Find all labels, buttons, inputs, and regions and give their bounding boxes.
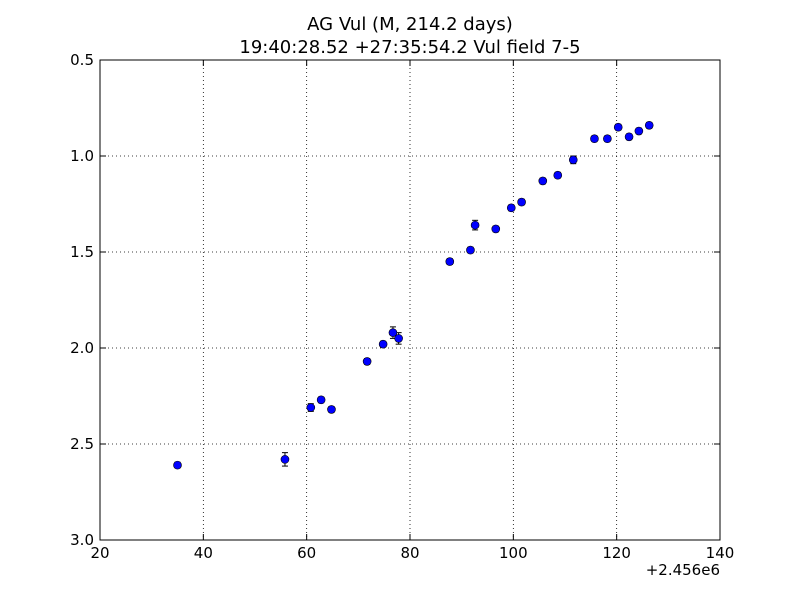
y-tick-label: 2.5 [70, 435, 94, 453]
data-point [280, 455, 290, 464]
x-tick-label: 40 [194, 544, 213, 562]
data-point [445, 257, 455, 266]
y-tick-labels: 0.5 1.0 1.5 2.0 2.5 3.0 [70, 51, 94, 549]
data-point [362, 357, 372, 366]
y-tick-label: 1.5 [70, 243, 94, 261]
data-point [316, 395, 326, 405]
data-point [590, 134, 599, 144]
data-point [394, 334, 403, 343]
chart-title: AG Vul (M, 214.2 days) [307, 14, 513, 35]
data-point [378, 339, 388, 349]
x-offset-label: +2.456e6 [646, 561, 720, 579]
y-tick-label: 0.5 [70, 51, 94, 69]
x-tick-label: 120 [602, 544, 631, 562]
data-point [613, 122, 623, 132]
data-point [470, 220, 480, 230]
data-point [553, 170, 563, 180]
data-point [327, 405, 336, 414]
y-tick-label: 3.0 [70, 531, 94, 549]
data-point [568, 155, 578, 165]
data-point [538, 176, 548, 186]
chart-subtitle: 19:40:28.52 +27:35:54.2 Vul field 7-5 [239, 37, 580, 58]
x-tick-label: 60 [297, 544, 316, 562]
axis-ticks [99, 59, 721, 541]
data-point [466, 245, 475, 255]
x-tick-label: 20 [90, 544, 109, 562]
x-tick-label: 100 [499, 544, 528, 562]
data-point [491, 224, 501, 234]
x-tick-labels: 20 40 60 80 100 120 140 [90, 544, 734, 562]
y-tick-label: 1.0 [70, 147, 94, 165]
data-point [624, 132, 634, 142]
data-point [388, 328, 398, 337]
x-tick-label: 80 [400, 544, 419, 562]
data-point [517, 197, 526, 207]
x-tick-label: 140 [706, 544, 735, 562]
data-point [634, 126, 644, 136]
data-points [173, 120, 654, 470]
data-point [306, 403, 316, 412]
y-tick-label: 2.0 [70, 339, 94, 357]
data-point [603, 134, 612, 144]
data-point [506, 203, 516, 213]
grid [100, 60, 720, 540]
data-point [644, 120, 654, 130]
data-point [173, 460, 182, 470]
